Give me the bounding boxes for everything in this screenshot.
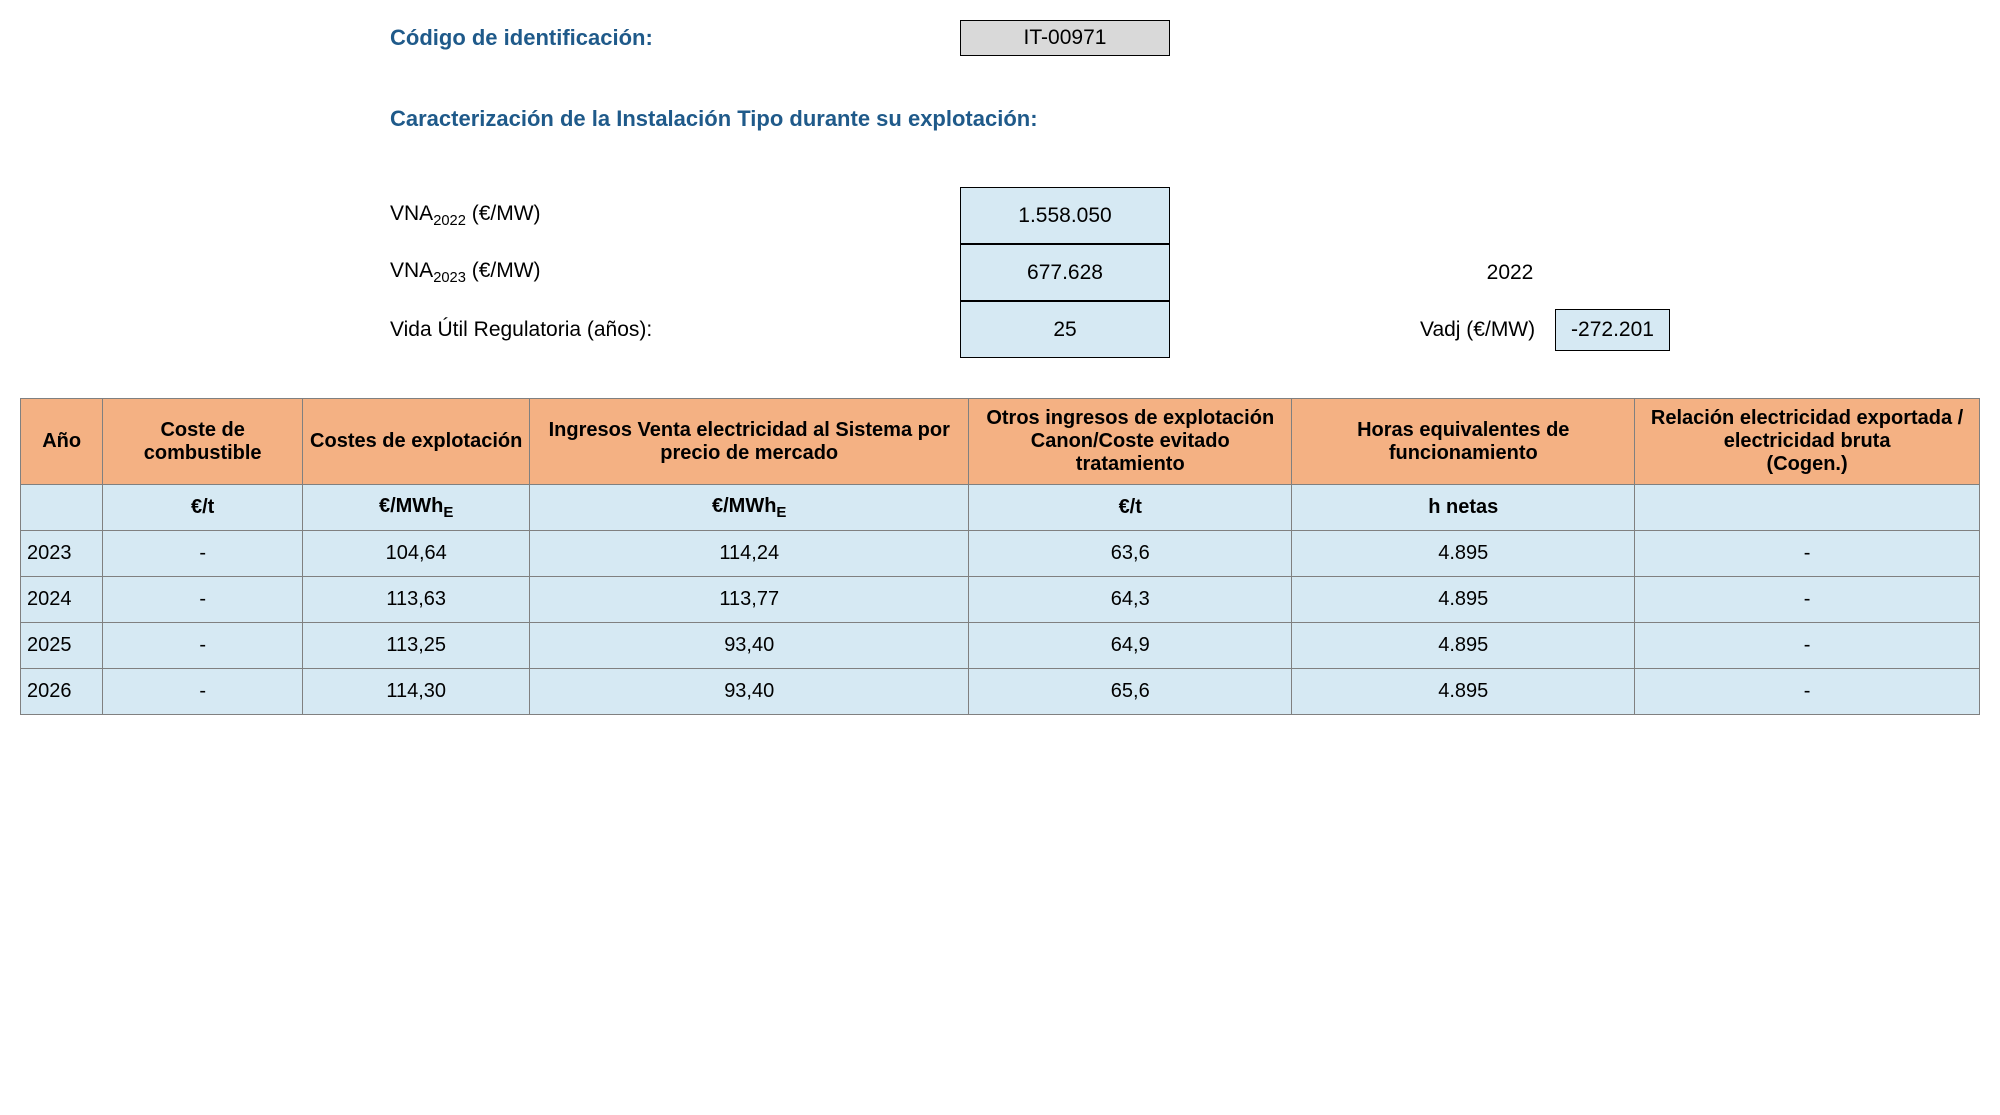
id-label: Código de identificación: [390,25,960,51]
table-row: 2025-113,2593,4064,94.895- [21,623,1980,669]
table-cell: 65,6 [969,669,1292,715]
table-cell: - [1635,669,1980,715]
table-cell: 114,30 [303,669,530,715]
table-unit-cell: h netas [1292,485,1635,531]
table-header-cell: Año [21,399,103,485]
table-cell: - [103,531,303,577]
table-header-cell: Costes de explotación [303,399,530,485]
vna2023-value: 677.628 [960,244,1170,301]
table-unit-cell: €/t [969,485,1292,531]
vadj-value: -272.201 [1555,309,1670,351]
vna2022-suffix: (€/MW) [466,202,541,225]
table-cell: - [1635,577,1980,623]
table-cell: 63,6 [969,531,1292,577]
header-block: Código de identificación: IT-00971 Carac… [390,20,1980,358]
params-block: VNA2022 (€/MW) 1.558.050 VNA2023 (€/MW) … [390,187,1980,358]
table-cell: - [103,669,303,715]
document-page: Código de identificación: IT-00971 Carac… [20,20,1980,715]
vna2022-row: VNA2022 (€/MW) 1.558.050 [390,187,1980,244]
table-cell: 2023 [21,531,103,577]
table-cell: - [103,623,303,669]
vna2022-prefix: VNA [390,202,433,225]
table-header-cell: Horas equivalentes de funcionamiento [1292,399,1635,485]
table-cell: 114,24 [530,531,969,577]
vna2023-sub: 2023 [433,270,466,286]
table-units-row: €/t€/MWhE€/MWhE€/th netas [21,485,1980,531]
table-cell: 4.895 [1292,623,1635,669]
vna2023-row: VNA2023 (€/MW) 677.628 2022 [390,244,1980,301]
vna2023-prefix: VNA [390,259,433,282]
vna2022-label: VNA2022 (€/MW) [390,202,960,229]
table-cell: 113,77 [530,577,969,623]
table-cell: 113,63 [303,577,530,623]
vna2022-sub: 2022 [433,213,466,229]
vna2023-suffix: (€/MW) [466,259,541,282]
table-cell: - [1635,623,1980,669]
table-cell: 4.895 [1292,669,1635,715]
table-unit-cell: €/MWhE [303,485,530,531]
table-header-cell: Ingresos Venta electricidad al Sistema p… [530,399,969,485]
table-cell: 4.895 [1292,577,1635,623]
table-row: 2026-114,3093,4065,64.895- [21,669,1980,715]
vadj-year: 2022 [1465,261,1555,285]
table-cell: 113,25 [303,623,530,669]
id-value-box: IT-00971 [960,20,1170,56]
vadj-label: Vadj (€/MW) [1420,318,1555,342]
vida-value: 25 [960,301,1170,358]
table-unit-cell: €/MWhE [530,485,969,531]
table-cell: 93,40 [530,623,969,669]
table-cell: 104,64 [303,531,530,577]
data-table: AñoCoste de combustibleCostes de explota… [20,398,1980,715]
table-unit-cell [21,485,103,531]
table-cell: 93,40 [530,669,969,715]
table-cell: 4.895 [1292,531,1635,577]
table-cell: 2025 [21,623,103,669]
section-subtitle: Caracterización de la Instalación Tipo d… [390,106,1980,132]
vida-row: Vida Útil Regulatoria (años): 25 Vadj (€… [390,301,1980,358]
table-header-row: AñoCoste de combustibleCostes de explota… [21,399,1980,485]
table-header-cell: Relación electricidad exportada / electr… [1635,399,1980,485]
table-row: 2023-104,64114,2463,64.895- [21,531,1980,577]
table-unit-cell: €/t [103,485,303,531]
table-cell: 64,3 [969,577,1292,623]
id-row: Código de identificación: IT-00971 [390,20,1980,56]
table-cell: - [1635,531,1980,577]
vna2023-label: VNA2023 (€/MW) [390,259,960,286]
table-cell: 64,9 [969,623,1292,669]
table-header-cell: Coste de combustible [103,399,303,485]
table-unit-cell [1635,485,1980,531]
table-row: 2024-113,63113,7764,34.895- [21,577,1980,623]
vida-label: Vida Útil Regulatoria (años): [390,318,960,342]
table-cell: 2024 [21,577,103,623]
table-cell: 2026 [21,669,103,715]
table-cell: - [103,577,303,623]
vna2022-value: 1.558.050 [960,187,1170,244]
table-header-cell: Otros ingresos de explotación Canon/Cost… [969,399,1292,485]
